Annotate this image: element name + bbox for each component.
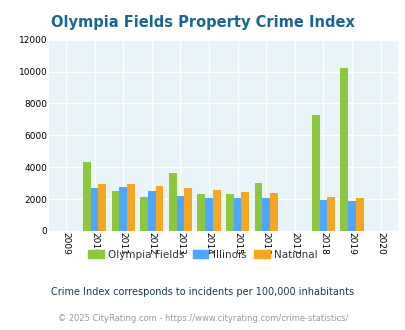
Bar (241, 192, 249, 231)
Bar (98, 184, 106, 231)
Bar (176, 196, 184, 231)
Bar (90, 188, 98, 231)
Bar (212, 189, 220, 231)
Bar (319, 200, 326, 231)
Bar (184, 188, 192, 231)
Text: Crime Index corresponds to incidents per 100,000 inhabitants: Crime Index corresponds to incidents per… (51, 287, 354, 297)
Bar (311, 115, 319, 231)
Bar (355, 198, 363, 231)
Text: Olympia Fields Property Crime Index: Olympia Fields Property Crime Index (51, 15, 354, 30)
Bar (197, 194, 205, 231)
Bar (155, 185, 163, 231)
Bar (205, 197, 212, 231)
Bar (119, 187, 127, 231)
Bar (262, 198, 269, 231)
Bar (269, 193, 277, 231)
Bar (111, 191, 119, 231)
Bar (233, 197, 241, 231)
Bar (127, 184, 134, 231)
Bar (254, 183, 262, 231)
Bar (326, 197, 334, 231)
Legend: Olympia Fields, Illinois, National: Olympia Fields, Illinois, National (84, 246, 321, 264)
Bar (83, 162, 90, 231)
Bar (140, 197, 147, 231)
Bar (226, 193, 233, 231)
Bar (347, 201, 355, 231)
Text: © 2025 CityRating.com - https://www.cityrating.com/crime-statistics/: © 2025 CityRating.com - https://www.city… (58, 314, 347, 323)
Bar (147, 191, 155, 231)
Bar (340, 68, 347, 231)
Bar (168, 173, 176, 231)
